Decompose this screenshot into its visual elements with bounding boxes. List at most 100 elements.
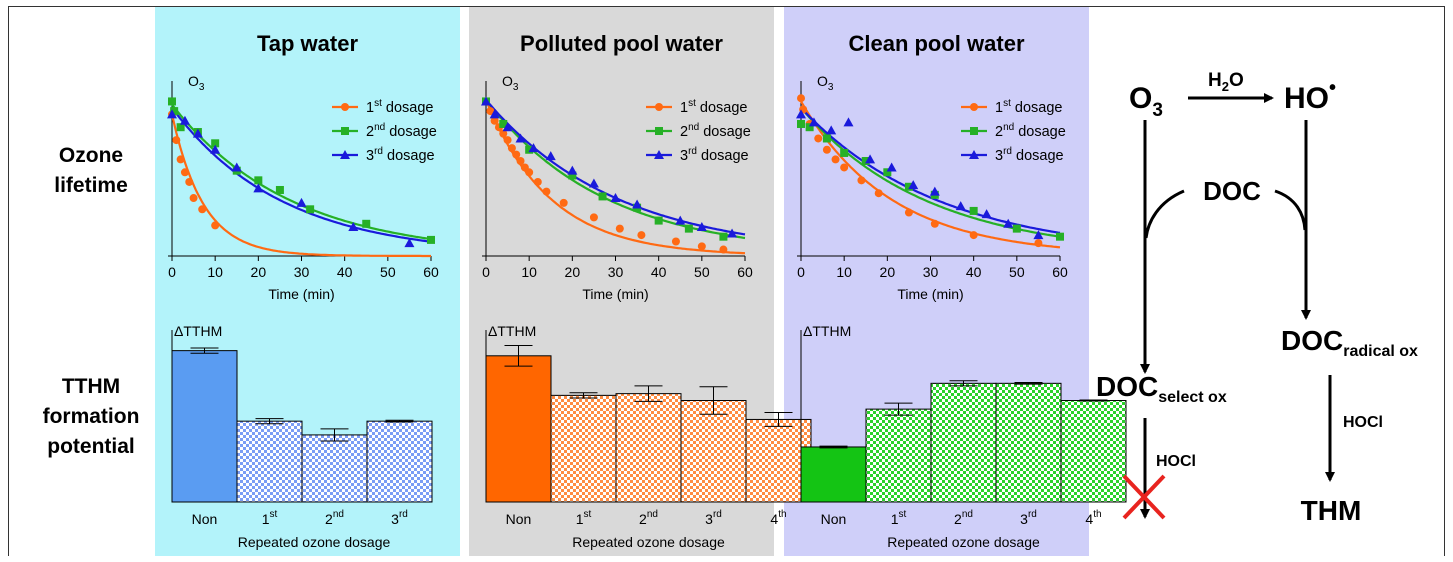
row-label-ozone-lifetime-2: lifetime — [54, 174, 128, 197]
x-tick-label-50: 50 — [380, 264, 396, 280]
x-tick-label-60: 60 — [1052, 264, 1068, 280]
bar-label-1: 1st — [891, 509, 907, 527]
point-2 — [211, 139, 220, 148]
point-2 — [969, 206, 978, 215]
point-3 — [632, 199, 643, 209]
row-label-ozone-lifetime-1: Ozone — [59, 144, 123, 167]
point-2 — [822, 134, 831, 143]
tthm-chart-1: ΔTTHM Non 1st 2nd 3rd 4th Repeated ozone dosag… — [485, 323, 812, 550]
bar-label-3: 3rd — [1020, 509, 1037, 527]
row-label-tthm-3: potential — [47, 435, 135, 458]
point-1 — [490, 116, 499, 125]
point-3 — [167, 109, 177, 119]
bar-1st — [865, 408, 932, 503]
point-3 — [528, 143, 539, 153]
point-1 — [1034, 239, 1043, 248]
bar-label-3: 3rd — [705, 509, 722, 527]
point-1 — [176, 155, 185, 164]
bar-label-2: 2nd — [639, 509, 658, 527]
x-axis-label: Time (min) — [582, 286, 648, 302]
bar-label-0: Non — [821, 511, 847, 527]
hocl-right-label: HOCl — [1343, 414, 1383, 431]
x-tick-label-20: 20 — [880, 264, 896, 280]
point-1 — [542, 187, 551, 196]
legend-marker-1 — [970, 103, 978, 111]
point-3 — [489, 109, 500, 119]
bar-2nd — [930, 382, 997, 503]
doc-select-ox-label: DOCselect ox — [1096, 371, 1227, 406]
point-2 — [362, 219, 371, 228]
point-3 — [1033, 230, 1044, 240]
panel-title-1: Polluted pool water — [520, 31, 723, 56]
point-3 — [588, 178, 599, 188]
x-tick-label-50: 50 — [1009, 264, 1025, 280]
point-2 — [176, 123, 185, 132]
point-3 — [955, 201, 966, 211]
point-1 — [589, 213, 598, 222]
legend-label-3: 3rd dosage — [995, 146, 1064, 164]
point-2 — [654, 216, 663, 225]
point-3 — [481, 96, 491, 106]
point-3 — [808, 117, 819, 127]
legend-label-2: 2nd dosage — [680, 122, 751, 140]
bar-label-4: 4th — [770, 509, 786, 527]
point-1 — [180, 168, 189, 177]
point-1 — [559, 198, 568, 207]
bar-label-2: 2nd — [325, 509, 344, 527]
point-3 — [210, 144, 221, 154]
bar-3rd — [995, 382, 1062, 503]
legend-label-1: 1st dosage — [680, 98, 747, 116]
bar-1st — [550, 394, 617, 503]
x-axis-label: Time (min) — [268, 286, 334, 302]
o3-label: O3 — [1129, 82, 1163, 121]
legend-marker-3 — [969, 150, 979, 159]
point-2 — [170, 107, 179, 116]
point-1 — [814, 134, 823, 143]
point-2 — [684, 224, 693, 233]
doc-curve-right — [1274, 189, 1307, 231]
legend-marker-3 — [340, 150, 350, 159]
bar-Non — [171, 350, 238, 503]
legend-label-1: 1st dosage — [995, 98, 1062, 116]
x-tick-label-30: 30 — [294, 264, 310, 280]
point-3 — [296, 197, 307, 207]
x-tick-label-30: 30 — [608, 264, 624, 280]
x-axis-label: Time (min) — [897, 286, 963, 302]
bar-4th — [1060, 400, 1127, 503]
bar-Non — [800, 446, 867, 503]
point-3 — [545, 151, 556, 161]
x-tick-label-30: 30 — [923, 264, 939, 280]
point-2 — [1012, 224, 1021, 233]
legend-label-2: 2nd dosage — [995, 122, 1066, 140]
point-1 — [499, 129, 508, 138]
row-label-tthm-1: TTHM — [62, 375, 120, 398]
thm-label: THM — [1301, 495, 1362, 526]
bar-label-0: Non — [192, 511, 218, 527]
legend-label-3: 3rd dosage — [680, 146, 749, 164]
point-3 — [675, 215, 686, 225]
fit-line-1st-dosage — [170, 114, 431, 258]
point-2 — [427, 235, 435, 244]
point-3 — [908, 180, 919, 190]
point-3 — [179, 115, 190, 125]
point-1 — [189, 194, 198, 203]
point-1 — [211, 221, 220, 230]
x-tick-label-60: 60 — [737, 264, 753, 280]
bar-label-0: Non — [506, 511, 532, 527]
fit-line-1st-dosage — [800, 100, 1061, 249]
point-3 — [865, 154, 876, 164]
ozone-chart-1: O3 0 10 20 30 40 50 60 Time (min) 1st dosage 2nd d… — [481, 73, 753, 302]
point-2 — [883, 168, 892, 177]
point-2 — [499, 119, 508, 128]
point-1 — [507, 144, 516, 153]
point-1 — [697, 242, 706, 251]
y-axis-label: O3 — [817, 73, 834, 93]
doc-curve-left — [1144, 189, 1185, 239]
point-3 — [515, 133, 526, 143]
point-2 — [306, 205, 315, 214]
bar-4th — [745, 418, 812, 503]
x-tick-label-10: 10 — [521, 264, 537, 280]
point-3 — [843, 117, 854, 127]
point-1 — [486, 107, 495, 116]
